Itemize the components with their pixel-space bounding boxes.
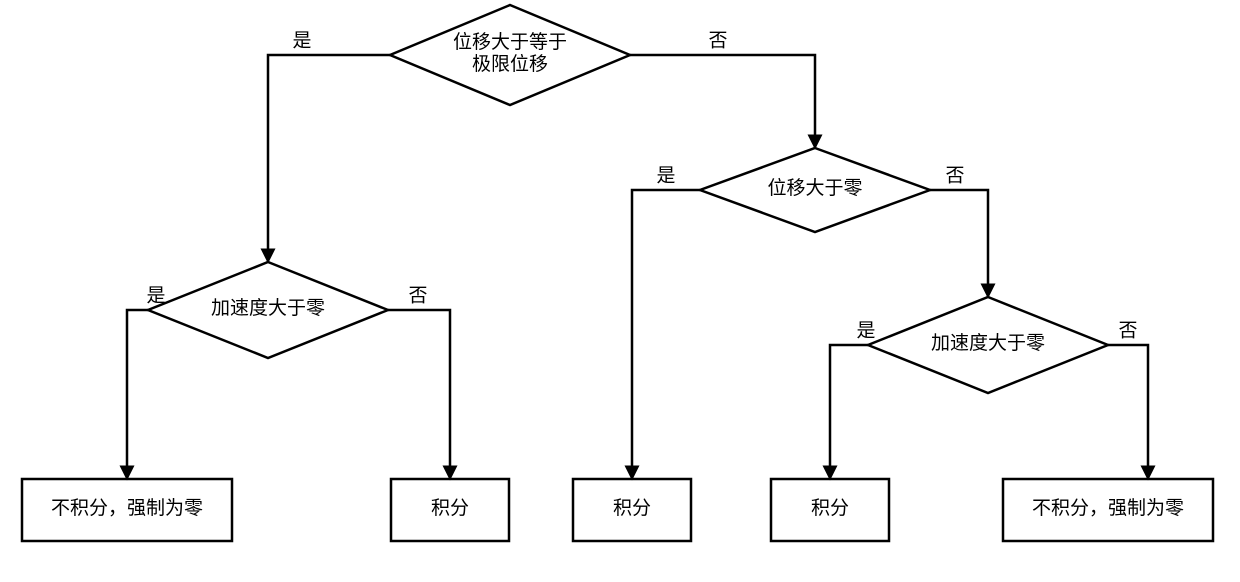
edge-label-e_d3_no: 否 — [408, 285, 427, 306]
edge-label-e_d2_no: 否 — [945, 165, 964, 186]
edge-line — [830, 345, 868, 479]
node-d4: 加速度大于零 — [868, 297, 1108, 393]
edge-e_d4_no: 否 — [1108, 320, 1148, 479]
node-text-d4: 加速度大于零 — [931, 332, 1045, 354]
node-r5: 不积分，强制为零 — [1003, 479, 1213, 541]
node-text-r5: 不积分，强制为零 — [1032, 497, 1184, 519]
node-text-d1: 位移大于等于极限位移 — [453, 31, 567, 75]
node-d1: 位移大于等于极限位移 — [390, 5, 630, 105]
edge-line — [632, 190, 700, 479]
edge-line — [388, 310, 450, 479]
node-text-r3: 积分 — [613, 497, 651, 519]
node-r1: 不积分，强制为零 — [22, 479, 232, 541]
edge-e_d2_yes: 是 — [632, 165, 700, 479]
edge-e_d3_no: 否 — [388, 285, 450, 479]
edge-e_d2_no: 否 — [930, 165, 988, 297]
edge-label-e_d4_yes: 是 — [856, 320, 875, 341]
edge-line — [1108, 345, 1148, 479]
edge-line — [630, 55, 815, 148]
node-d3: 加速度大于零 — [148, 262, 388, 358]
edge-e_d1_no: 否 — [630, 30, 815, 148]
edge-label-e_d1_yes: 是 — [292, 30, 311, 51]
edge-label-e_d3_yes: 是 — [146, 285, 165, 306]
edge-label-e_d4_no: 否 — [1118, 320, 1137, 341]
node-text-d3: 加速度大于零 — [211, 297, 325, 319]
edge-label-e_d1_no: 否 — [708, 30, 727, 51]
edge-label-e_d2_yes: 是 — [656, 165, 675, 186]
node-text-r4: 积分 — [811, 497, 849, 519]
node-text-d2: 位移大于零 — [767, 177, 862, 199]
node-text-r2: 积分 — [431, 497, 469, 519]
node-d2: 位移大于零 — [700, 148, 930, 232]
node-r3: 积分 — [573, 479, 691, 541]
edge-line — [127, 310, 148, 479]
edge-line — [930, 190, 988, 297]
node-r4: 积分 — [771, 479, 889, 541]
node-r2: 积分 — [391, 479, 509, 541]
edge-line — [268, 55, 390, 262]
node-text-r1: 不积分，强制为零 — [51, 497, 203, 519]
edge-e_d1_yes: 是 — [268, 30, 390, 262]
